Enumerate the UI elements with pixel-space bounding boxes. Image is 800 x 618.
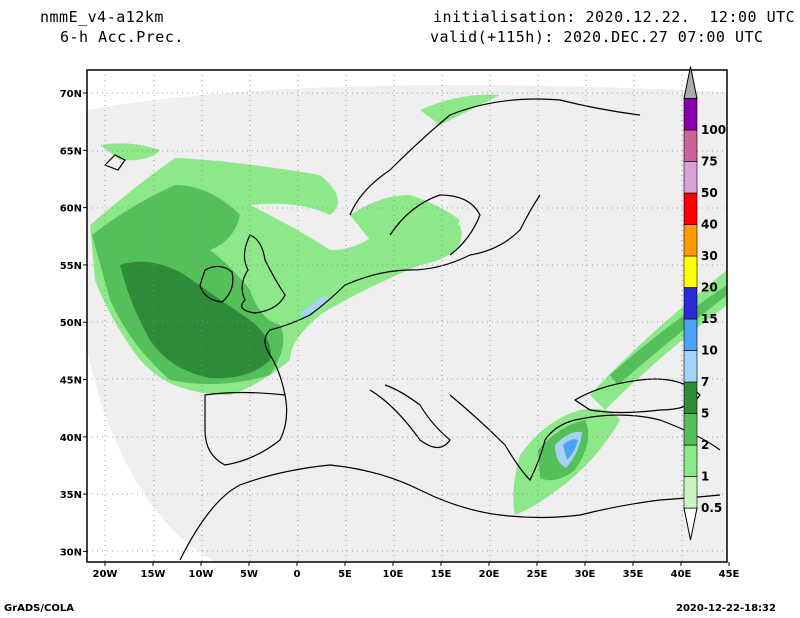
lon-tick-label: 45E (719, 569, 740, 580)
lon-tick-label: 30E (575, 569, 596, 580)
colorbar-label: 10 (701, 344, 718, 358)
colorbar-label: 7 (701, 375, 709, 389)
lat-tick-label: 30N (60, 547, 82, 558)
colorbar-swatch (684, 382, 697, 414)
lon-tick-label: 15E (431, 569, 452, 580)
colorbar-swatch (684, 225, 697, 257)
lat-tick-label: 55N (60, 261, 82, 272)
lon-tick-label: 35E (623, 569, 644, 580)
colorbar-swatch (684, 477, 697, 509)
lat-tick-label: 60N (60, 204, 82, 215)
colorbar-swatch (684, 319, 697, 351)
lon-tick-label: 10W (189, 569, 214, 580)
colorbar-swatch (684, 130, 697, 162)
lon-tick-label: 20E (479, 569, 500, 580)
colorbar-label: 75 (701, 155, 718, 169)
colorbar-label: 100 (701, 123, 726, 137)
colorbar-label: 1 (701, 470, 709, 484)
lat-tick-label: 70N (60, 89, 82, 100)
colorbar-label: 40 (701, 218, 718, 232)
colorbar-swatch (684, 351, 697, 383)
colorbar-label: 2 (701, 438, 709, 452)
lat-tick-label: 50N (60, 318, 82, 329)
colorbar-swatch (684, 445, 697, 477)
colorbar-label: 30 (701, 249, 718, 263)
colorbar-swatch (684, 256, 697, 288)
colorbar-swatch (684, 414, 697, 446)
lat-tick-label: 65N (60, 146, 82, 157)
colorbar-swatch (684, 99, 697, 131)
colorbar-swatch (684, 162, 697, 194)
lon-tick-label: 40E (671, 569, 692, 580)
colorbar-over-arrow (684, 67, 697, 99)
colorbar-label: 50 (701, 186, 718, 200)
lat-tick-label: 45N (60, 376, 82, 387)
colorbar-swatch (684, 288, 697, 320)
lon-tick-label: 0 (294, 569, 301, 580)
colorbar-label: 15 (701, 312, 718, 326)
lat-tick-label: 35N (60, 490, 82, 501)
lon-tick-label: 10E (383, 569, 404, 580)
colorbar-label: 20 (701, 281, 718, 295)
colorbar-swatch (684, 193, 697, 225)
footer-timestamp: 2020-12-22-18:32 (676, 603, 776, 614)
lon-tick-label: 5E (338, 569, 352, 580)
lat-tick-label: 40N (60, 433, 82, 444)
lon-tick-label: 25E (527, 569, 548, 580)
colorbar-label: 0.5 (701, 501, 722, 515)
colorbar-label: 5 (701, 407, 709, 421)
footer-software: GrADS/COLA (4, 603, 74, 614)
lon-tick-label: 15W (141, 569, 166, 580)
lon-tick-label: 5W (240, 569, 258, 580)
lon-tick-label: 20W (93, 569, 118, 580)
